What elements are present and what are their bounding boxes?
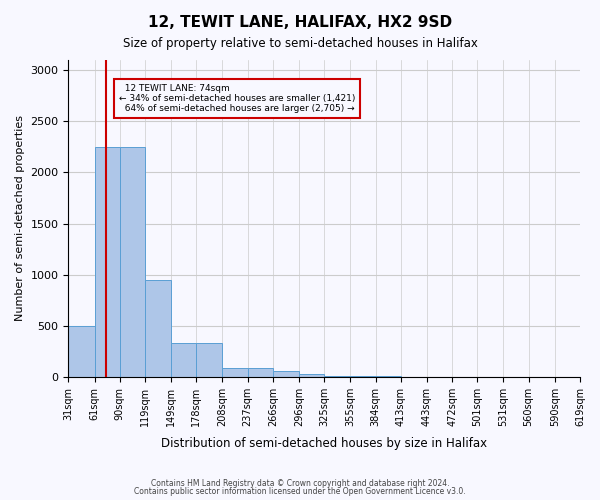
Text: 12 TEWIT LANE: 74sqm
← 34% of semi-detached houses are smaller (1,421)
  64% of : 12 TEWIT LANE: 74sqm ← 34% of semi-detac… <box>119 84 355 114</box>
Bar <box>68 326 95 377</box>
X-axis label: Distribution of semi-detached houses by size in Halifax: Distribution of semi-detached houses by … <box>161 437 487 450</box>
Bar <box>248 368 273 377</box>
Bar <box>145 280 171 377</box>
Bar <box>95 147 120 377</box>
Text: 12, TEWIT LANE, HALIFAX, HX2 9SD: 12, TEWIT LANE, HALIFAX, HX2 9SD <box>148 15 452 30</box>
Bar <box>171 343 196 377</box>
Text: Contains public sector information licensed under the Open Government Licence v3: Contains public sector information licen… <box>134 487 466 496</box>
Bar <box>196 343 223 377</box>
Bar <box>120 147 145 377</box>
Bar <box>350 376 376 377</box>
Y-axis label: Number of semi-detached properties: Number of semi-detached properties <box>15 116 25 322</box>
Bar <box>273 370 299 377</box>
Text: Size of property relative to semi-detached houses in Halifax: Size of property relative to semi-detach… <box>122 38 478 51</box>
Bar <box>324 376 350 377</box>
Bar <box>299 374 324 377</box>
Bar <box>223 368 248 377</box>
Text: Contains HM Land Registry data © Crown copyright and database right 2024.: Contains HM Land Registry data © Crown c… <box>151 478 449 488</box>
